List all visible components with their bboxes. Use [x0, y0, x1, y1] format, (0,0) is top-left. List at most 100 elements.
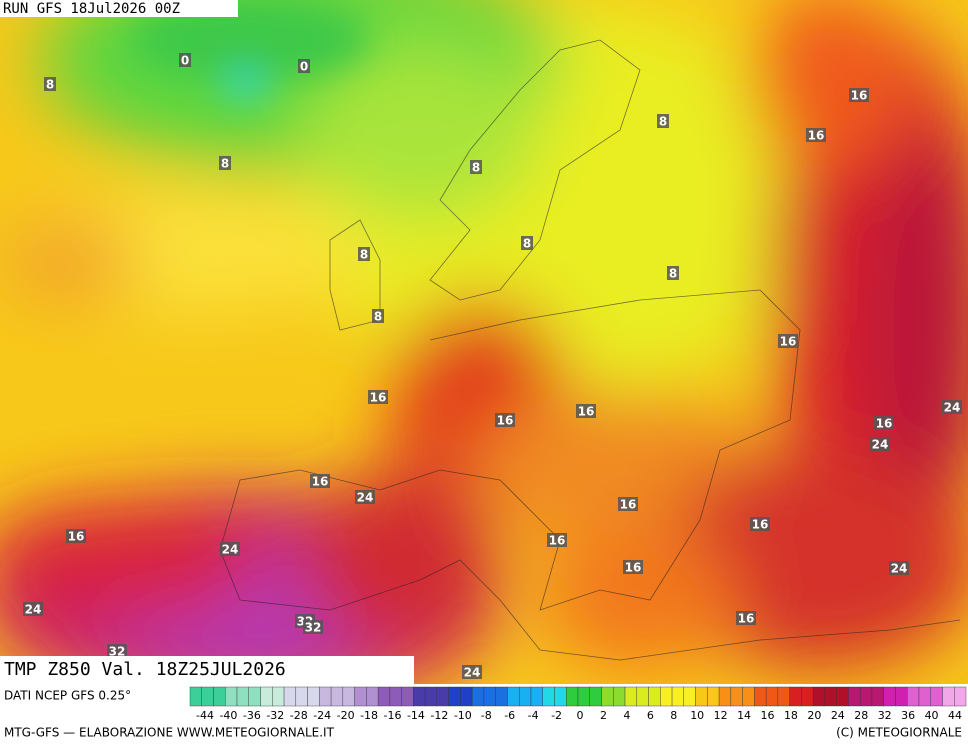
contour-label: 16	[578, 405, 595, 419]
colorbar-cell	[695, 686, 708, 707]
colorbar-cell	[566, 686, 579, 707]
contour-label-box	[667, 266, 679, 280]
contour-label-box	[657, 114, 669, 128]
colorbar-label: 4	[623, 709, 630, 722]
source-label: DATI NCEP GFS 0.25°	[4, 689, 131, 703]
colorbar-cell	[789, 686, 802, 707]
colorbar-cell	[260, 686, 273, 707]
colorbar-label: -18	[360, 709, 378, 722]
colorbar-cell	[307, 686, 320, 707]
colorbar-cell	[859, 686, 873, 707]
colorbar-cell	[330, 686, 344, 707]
colorbar-cell	[613, 686, 626, 707]
colorbar-cell	[460, 686, 473, 707]
contour-label-box	[23, 602, 43, 616]
colorbar-cell	[354, 686, 367, 707]
colorbar-cell	[871, 686, 884, 707]
colorbar-label: -6	[504, 709, 515, 722]
contour-label-box	[303, 620, 323, 634]
contour-label: 8	[659, 115, 667, 129]
colorbar-cell	[495, 686, 508, 707]
colorbar-label: 44	[948, 709, 962, 722]
colorbar-cell	[895, 686, 908, 707]
contour-label-box	[778, 334, 798, 348]
contour-label-box	[358, 247, 370, 261]
contour-label-box	[849, 88, 869, 102]
colorbar-label: 14	[737, 709, 751, 722]
colorbar-label: -14	[407, 709, 425, 722]
colorbar-cell	[283, 686, 297, 707]
contour-label-box	[806, 128, 826, 142]
colorbar-cell	[954, 686, 967, 707]
contour-label: 16	[851, 89, 868, 103]
colorbar-label: 18	[784, 709, 798, 722]
colorbar-cell	[236, 686, 249, 707]
run-label: RUN GFS 18Jul2026 00Z	[3, 1, 180, 17]
colorbar-label: 8	[670, 709, 677, 722]
colorbar-cell	[765, 686, 779, 707]
colorbar-cell	[201, 686, 214, 707]
colorbar-cell	[883, 686, 896, 707]
colorbar-label: -4	[528, 709, 539, 722]
colorbar-cell	[848, 686, 861, 707]
colorbar-label: -28	[290, 709, 308, 722]
contour-label: 0	[300, 60, 308, 74]
colorbar-cell	[295, 686, 308, 707]
contour-label-box	[310, 474, 330, 488]
contour-label: 32	[109, 645, 126, 659]
contour-label-box	[736, 611, 756, 625]
contour-label-box	[470, 160, 482, 174]
colorbar-cell	[272, 686, 285, 707]
colorbar-cell	[648, 686, 661, 707]
colorbar-cell	[730, 686, 743, 707]
contour-label: 8	[360, 248, 368, 262]
contour-label: 8	[472, 161, 480, 175]
colorbar-cell	[225, 686, 238, 707]
contour-label: 16	[370, 391, 387, 405]
colorbar-cell	[824, 686, 837, 707]
contour-label-box	[66, 529, 86, 543]
colorbar-label: -32	[266, 709, 284, 722]
field-box	[0, 656, 414, 684]
contour-label: 16	[808, 129, 825, 143]
colorbar-cell	[436, 686, 449, 707]
colorbar-label: -12	[430, 709, 448, 722]
colorbar-label: 10	[690, 709, 704, 722]
colorbar-label: -10	[454, 709, 472, 722]
colorbar-cell	[624, 686, 637, 707]
contour-label-box	[521, 236, 533, 250]
contour-label: 16	[312, 475, 329, 489]
colorbar-label: 12	[714, 709, 728, 722]
colorbar-cell	[601, 686, 614, 707]
contour-label-box	[874, 416, 894, 430]
colorbar-cell	[660, 686, 673, 707]
contour-label: 16	[780, 335, 797, 349]
colorbar-label: -16	[384, 709, 402, 722]
field-label: TMP Z850 Val. 18Z25JUL2026	[4, 659, 286, 680]
contour-label: 16	[876, 417, 893, 431]
contour-label: 8	[46, 78, 54, 92]
contour-label-box	[623, 560, 643, 574]
contour-label-box	[576, 404, 596, 418]
colorbar-cell	[401, 686, 414, 707]
colorbar-cell	[671, 686, 685, 707]
colorbar-label: -24	[313, 709, 331, 722]
contour-label: 24	[464, 666, 481, 680]
colorbar-label: 28	[854, 709, 868, 722]
colorbar-label: 24	[831, 709, 845, 722]
contour-label-box	[870, 437, 890, 451]
colorbar-label: -40	[219, 709, 237, 722]
colorbar-label: -20	[337, 709, 355, 722]
contour-label-box	[220, 542, 240, 556]
colorbar-cell	[530, 686, 543, 707]
contour-label: 24	[25, 603, 42, 617]
contour-label-box	[44, 77, 56, 91]
contour-label: 8	[221, 157, 229, 171]
colorbar-cell	[777, 686, 790, 707]
colorbar-cell	[448, 686, 461, 707]
contour-label: 32	[305, 621, 322, 635]
contour-label: 16	[752, 518, 769, 532]
contour-label-box	[462, 665, 482, 679]
colorbar-cell	[519, 686, 532, 707]
